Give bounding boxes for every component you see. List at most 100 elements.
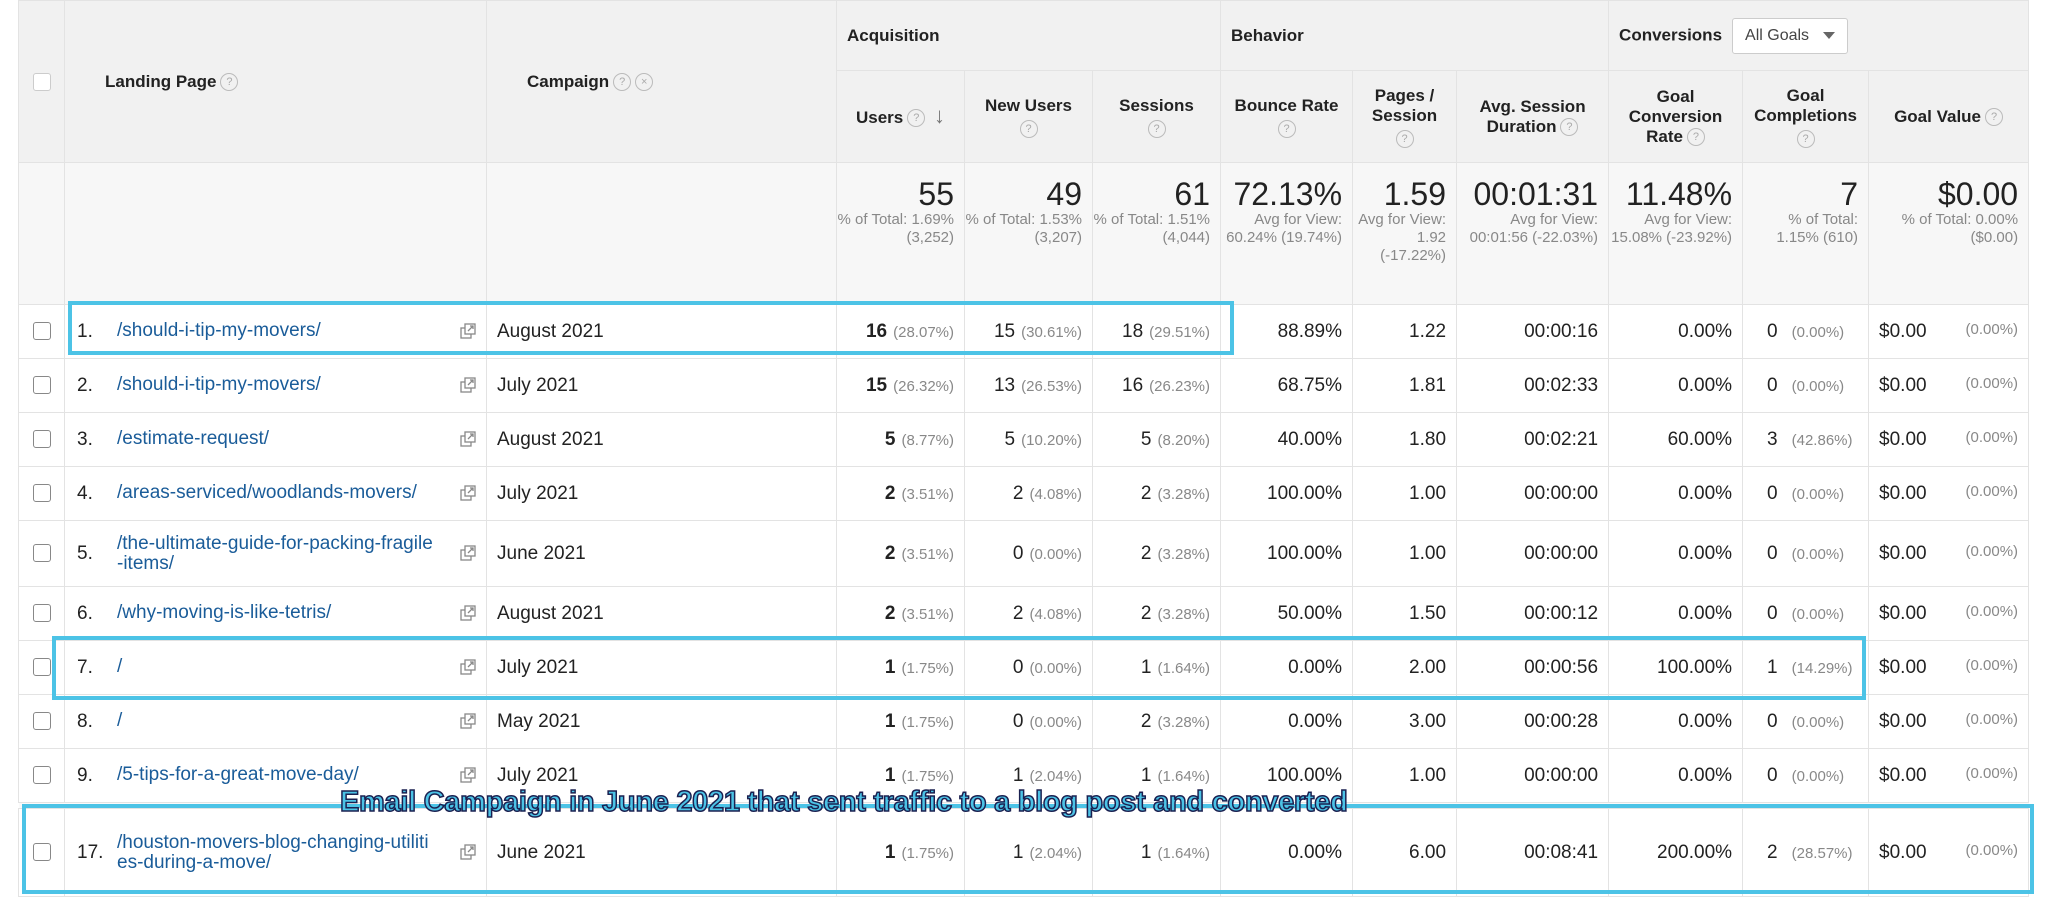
- new_users-cell: 0 (0.00%): [964, 520, 1093, 587]
- row-checkbox[interactable]: [32, 712, 51, 731]
- open-page-icon[interactable]: [460, 766, 476, 783]
- pages-session-cell: 3.00: [1352, 694, 1458, 749]
- help-icon[interactable]: ?: [907, 109, 926, 128]
- behavior-group-header: Behavior: [1220, 0, 1610, 71]
- landing-page-link[interactable]: /estimate-request/: [117, 428, 270, 450]
- help-icon[interactable]: ?: [1686, 128, 1705, 147]
- help-icon[interactable]: ?: [1147, 119, 1166, 138]
- goal-completions-header[interactable]: Goal Completions?: [1742, 70, 1870, 163]
- goal-completions-cell: 0 (0.00%): [1742, 586, 1870, 641]
- open-page-icon[interactable]: [460, 484, 476, 501]
- table-row[interactable]: 2. /should-i-tip-my-movers/July 2021 15 (26…: [18, 358, 2030, 413]
- avg-session-cell: 00:00:56: [1456, 640, 1610, 695]
- help-icon[interactable]: ?: [1796, 129, 1815, 148]
- campaign-header[interactable]: Campaign? ×: [486, 0, 837, 163]
- pages-session-cell: 1.00: [1352, 748, 1458, 803]
- total-avg-session: 00:01:31 Avg for View: 00:01:56 (-22.03%): [1456, 162, 1610, 305]
- goal-completions-cell: 0 (0.00%): [1742, 748, 1870, 803]
- landing-page-header[interactable]: Landing Page?: [64, 0, 487, 163]
- goal-completions-cell: 0 (0.00%): [1742, 694, 1870, 749]
- row-checkbox[interactable]: [32, 544, 51, 563]
- bounce-rate-header[interactable]: Bounce Rate?: [1220, 70, 1354, 163]
- open-page-icon[interactable]: [460, 544, 476, 561]
- landing-page-link[interactable]: /why-moving-is-like-tetris/: [117, 602, 332, 624]
- table-row[interactable]: 1. /should-i-tip-my-movers/August 2021 16(…: [18, 304, 2030, 359]
- avg-session-cell: 00:00:00: [1456, 520, 1610, 587]
- sessions-cell: 2 (3.28%): [1091, 694, 1222, 749]
- users-cell: 16 (28.07%): [836, 304, 965, 359]
- open-page-icon[interactable]: [460, 604, 476, 621]
- help-icon[interactable]: ?: [220, 73, 239, 92]
- open-page-icon[interactable]: [460, 376, 476, 393]
- row-checkbox[interactable]: [32, 322, 51, 341]
- bounce-rate-cell: 100.00%: [1220, 748, 1354, 803]
- landing-page-cell: 4. /areas-serviced/woodlands-movers/: [64, 466, 487, 521]
- open-page-icon[interactable]: [460, 712, 476, 729]
- table-row[interactable]: 7. / July 2021 1 (1.75%) 0 (0.00%) 1 (1.64%) 0.00…: [18, 640, 2030, 695]
- row-select-cell: [18, 586, 65, 641]
- landing-page-link[interactable]: /: [117, 710, 123, 732]
- users-header[interactable]: Users? ↓: [836, 70, 965, 163]
- table-row[interactable]: 9. /5-tips-for-a-great-move-day/July 2021…: [18, 748, 2030, 803]
- goal-value-cell: $0.00 (0.00%): [1868, 412, 2030, 467]
- goal-completions-cell: 2 (28.57%): [1742, 808, 1870, 897]
- row-checkbox[interactable]: [32, 658, 51, 677]
- landing-page-link[interactable]: /areas-serviced/woodlands-movers/: [117, 482, 417, 504]
- goal-conversion-header[interactable]: Goal Conversion Rate?: [1608, 70, 1744, 163]
- pages-session-cell: 2.00: [1352, 640, 1458, 695]
- totals-row: 55% of Total: 1.69% (3,252) 49% of Total…: [18, 162, 2030, 305]
- sessions-cell: 1 (1.64%): [1091, 748, 1222, 803]
- help-icon[interactable]: ?: [1395, 129, 1414, 148]
- row-checkbox[interactable]: [32, 484, 51, 503]
- landing-page-link[interactable]: /: [117, 656, 123, 678]
- sessions-header[interactable]: Sessions?: [1091, 70, 1222, 163]
- table-row[interactable]: 6. /why-moving-is-like-tetris/August 2021…: [18, 586, 2030, 641]
- landing-page-link[interactable]: /houston-movers-blog-changing-utilities-…: [117, 831, 429, 873]
- landing-page-link[interactable]: /5-tips-for-a-great-move-day/: [117, 764, 359, 786]
- table-row[interactable]: 5. /the-ultimate-guide-for-packing-fragil…: [18, 520, 2030, 587]
- help-icon[interactable]: ?: [1277, 119, 1296, 138]
- goal-conversion-cell: 0.00%: [1608, 520, 1744, 587]
- landing-page-link[interactable]: /should-i-tip-my-movers/: [117, 320, 321, 342]
- sessions-cell: 1 (1.64%): [1091, 640, 1222, 695]
- campaign-cell: June 2021: [486, 520, 837, 587]
- help-icon[interactable]: ?: [1019, 119, 1038, 138]
- bounce-rate-cell: 40.00%: [1220, 412, 1354, 467]
- row-checkbox[interactable]: [32, 376, 51, 395]
- new_users-cell: 15 (30.61%): [964, 304, 1093, 359]
- row-checkbox[interactable]: [32, 430, 51, 449]
- table-row[interactable]: 3./estimate-request/August 2021 5 (8.77%) 5…: [18, 412, 2030, 467]
- sessions-cell: 2 (3.28%): [1091, 466, 1222, 521]
- row-select-cell: [18, 520, 65, 587]
- landing-page-link[interactable]: /the-ultimate-guide-for-packing-fragile-…: [117, 532, 433, 574]
- help-icon[interactable]: ?: [1560, 118, 1579, 137]
- table-row[interactable]: 4. /areas-serviced/woodlands-movers/July …: [18, 466, 2030, 521]
- pages-session-cell: 6.00: [1352, 808, 1458, 897]
- help-icon[interactable]: ?: [613, 73, 632, 92]
- select-all-checkbox[interactable]: [32, 73, 51, 92]
- row-checkbox[interactable]: [32, 843, 51, 862]
- campaign-cell: July 2021: [486, 640, 837, 695]
- open-page-icon[interactable]: [460, 430, 476, 447]
- bounce-rate-cell: 100.00%: [1220, 520, 1354, 587]
- open-page-icon[interactable]: [460, 322, 476, 339]
- table-row[interactable]: 17. /houston-movers-blog-changing-utiliti…: [18, 808, 2030, 897]
- avg-session-header[interactable]: Avg. Session Duration?: [1456, 70, 1610, 163]
- goal-value-header[interactable]: Goal Value?: [1868, 70, 2030, 163]
- new_users-cell: 2 (4.08%): [964, 466, 1093, 521]
- goal-conversion-cell: 0.00%: [1608, 466, 1744, 521]
- row-checkbox[interactable]: [32, 604, 51, 623]
- remove-dimension-icon[interactable]: ×: [635, 73, 654, 92]
- table-row[interactable]: 8. / May 2021 1 (1.75%) 0 (0.00%) 2 (3.28%) 0.00%…: [18, 694, 2030, 749]
- avg-session-cell: 00:02:21: [1456, 412, 1610, 467]
- goal-select[interactable]: All Goals: [1732, 17, 1849, 54]
- goal-value-cell: $0.00 (0.00%): [1868, 586, 2030, 641]
- pages-session-header[interactable]: Pages / Session?: [1352, 70, 1458, 163]
- landing-page-link[interactable]: /should-i-tip-my-movers/: [117, 374, 321, 396]
- open-page-icon[interactable]: [460, 658, 476, 675]
- help-icon[interactable]: ?: [1985, 108, 2004, 127]
- open-page-icon[interactable]: [460, 843, 476, 860]
- new-users-header[interactable]: New Users?: [964, 70, 1093, 163]
- total-pages-session: 1.59 Avg for View: 1.92 (-17.22%): [1352, 162, 1458, 305]
- row-checkbox[interactable]: [32, 766, 51, 785]
